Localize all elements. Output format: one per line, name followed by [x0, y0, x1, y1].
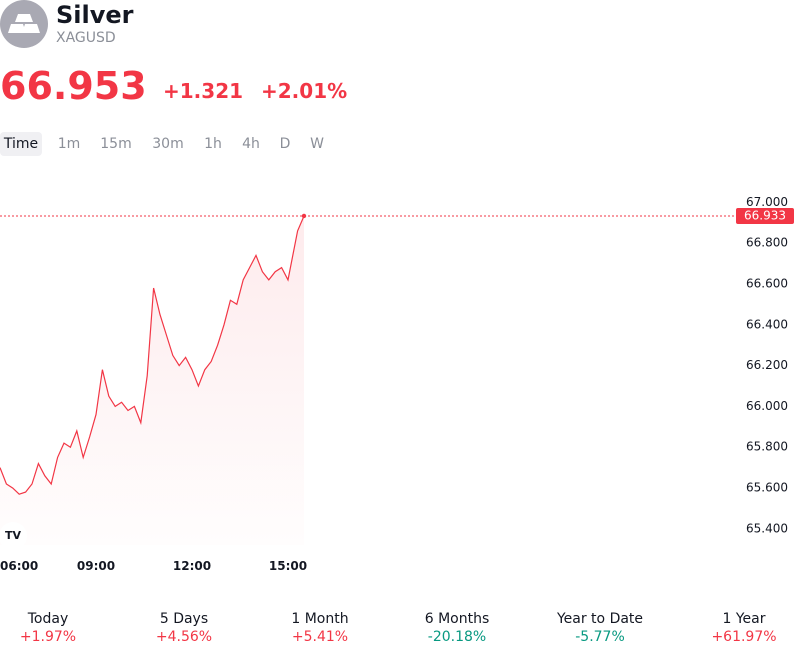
- period-value: +61.97%: [711, 629, 777, 645]
- period-value: -20.18%: [427, 629, 487, 645]
- period-value: +4.56%: [155, 629, 213, 645]
- series-area: [0, 216, 304, 545]
- period-1-month[interactable]: 1 Month +5.41%: [265, 610, 375, 646]
- period-6-months[interactable]: 6 Months -20.18%: [402, 610, 512, 646]
- y-tick-label: 66.600: [746, 276, 788, 290]
- price-change-percent: +2.01%: [261, 79, 348, 103]
- period-value: +1.97%: [19, 629, 77, 645]
- price-chart[interactable]: 67.000 66.800 66.600 66.400 66.200 66.000 65.8…: [0, 170, 800, 590]
- period-value: +5.41%: [291, 629, 349, 645]
- period-label: Year to Date: [556, 611, 644, 627]
- x-tick-label: 09:00: [77, 559, 115, 573]
- instrument-title: Silver: [56, 1, 134, 29]
- y-axis: 67.000 66.800 66.600 66.400 66.200 66.000 65.8…: [746, 195, 788, 536]
- period-label: 6 Months: [424, 611, 490, 627]
- period-label: 1 Month: [291, 611, 349, 627]
- tab-30m[interactable]: 30m: [152, 136, 184, 152]
- tradingview-logo: TV: [0, 522, 27, 550]
- series-line: [0, 215, 305, 495]
- period-1-year[interactable]: 1 Year +61.97%: [689, 610, 799, 646]
- y-tick-label: 66.400: [746, 317, 788, 331]
- y-tick-label: 65.400: [746, 521, 788, 535]
- tab-1h[interactable]: 1h: [204, 136, 222, 152]
- last-price: 66.953: [0, 64, 147, 108]
- last-price-label: 66.933: [744, 208, 786, 222]
- x-tick-label: 12:00: [173, 559, 211, 573]
- tab-1m[interactable]: 1m: [57, 136, 81, 152]
- period-label: 5 Days: [159, 611, 209, 627]
- y-tick-label: 66.200: [746, 358, 788, 372]
- tab-d[interactable]: D: [279, 136, 291, 152]
- silver-bars-icon: [0, 0, 48, 48]
- tab-15m[interactable]: 15m: [100, 136, 132, 152]
- period-label: 1 Year: [722, 611, 766, 627]
- x-tick-label: 06:00: [0, 559, 38, 573]
- y-tick-label: 67.000: [746, 195, 788, 209]
- y-tick-label: 65.600: [746, 481, 788, 495]
- tab-time[interactable]: Time: [0, 132, 42, 156]
- tab-w[interactable]: W: [310, 136, 324, 152]
- y-tick-label: 66.800: [746, 236, 788, 250]
- period-label: Today: [27, 611, 69, 627]
- last-price-label-box: [736, 207, 794, 224]
- period-year-to-date[interactable]: Year to Date -5.77%: [545, 610, 655, 646]
- instrument-symbol: XAGUSD: [56, 30, 116, 46]
- period-value: -5.77%: [575, 629, 625, 645]
- tradingview-watermark: TV: [5, 529, 22, 542]
- x-tick-label: 15:00: [269, 559, 307, 573]
- price-change: +1.321: [163, 79, 244, 103]
- tab-4h[interactable]: 4h: [242, 136, 260, 152]
- y-tick-label: 66.000: [746, 399, 788, 413]
- period-today[interactable]: Today +1.97%: [0, 610, 103, 646]
- period-5-days[interactable]: 5 Days +4.56%: [129, 610, 239, 646]
- performance-periods: Today +1.97% 5 Days +4.56% 1 Month +5.41…: [0, 610, 800, 650]
- y-tick-label: 65.800: [746, 440, 788, 454]
- x-axis: 06:00 09:00 12:00 15:00: [0, 559, 307, 573]
- instrument-header: Silver XAGUSD: [0, 0, 800, 60]
- last-point: [301, 213, 307, 219]
